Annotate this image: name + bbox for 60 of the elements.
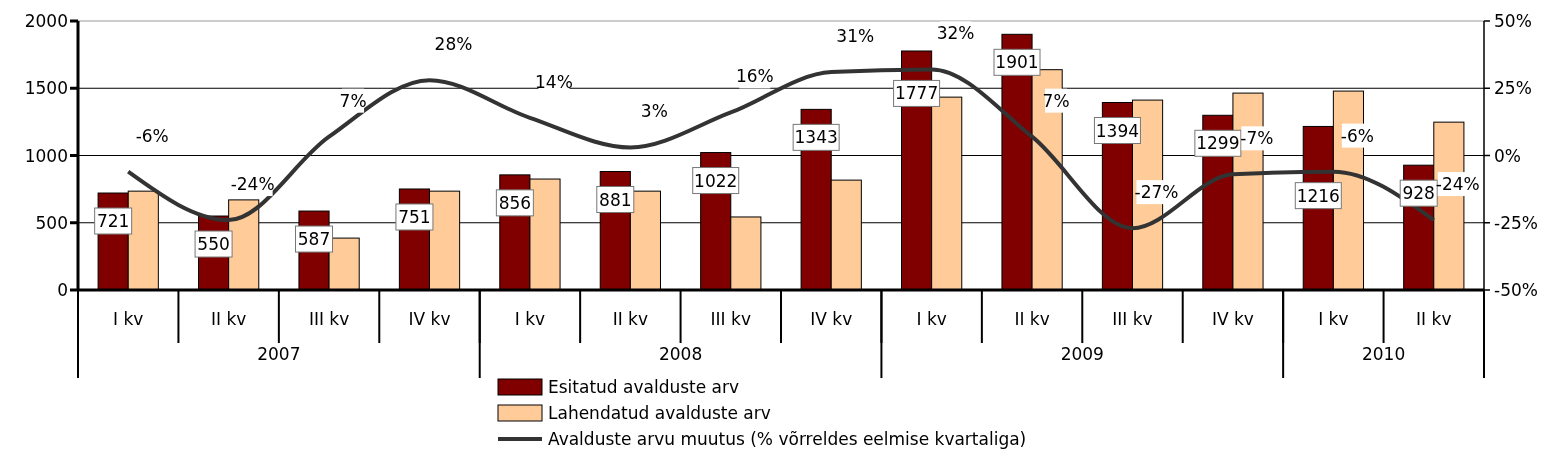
data-label: 32% xyxy=(936,23,975,44)
data-label: -24% xyxy=(230,174,275,195)
x-tick-label: III kv xyxy=(1112,309,1153,329)
legend-label: Lahendatud avalduste arv xyxy=(548,403,771,423)
y-tick-label: 2000 xyxy=(24,11,68,31)
y-tick-label: 1500 xyxy=(24,78,68,99)
legend-label: Avalduste arvu muutus (% võrreldes eelmise kvartaliga) xyxy=(548,429,1027,449)
data-label: 721 xyxy=(96,211,130,232)
y-tick-label: 500 xyxy=(35,212,68,233)
data-label: 1777 xyxy=(894,83,939,104)
data-label: 1343 xyxy=(794,127,838,148)
x-tick-label: I kv xyxy=(916,309,947,329)
y-tick-label: 1000 xyxy=(24,145,68,166)
legend-label: Esitatud avalduste arv xyxy=(548,377,740,397)
x-tick-label: II kv xyxy=(612,309,649,329)
data-label: -6% xyxy=(1340,125,1374,146)
data-label: -6% xyxy=(135,125,169,146)
data-label: 1216 xyxy=(1296,185,1340,206)
x-tick-label: I kv xyxy=(1318,309,1349,329)
y2-tick-label: 25% xyxy=(1494,78,1532,99)
y-tick-label: 0 xyxy=(57,280,68,300)
data-label: 14% xyxy=(535,71,573,92)
text: 2008 xyxy=(658,344,703,364)
data-label: 7% xyxy=(1042,90,1070,111)
data-label: 1299 xyxy=(1196,133,1240,154)
data-label: 856 xyxy=(498,192,532,213)
y2-tick-label: 0% xyxy=(1494,145,1521,166)
data-label: 1901 xyxy=(995,52,1039,73)
data-label: 550 xyxy=(197,234,230,255)
data-label: -24% xyxy=(1435,174,1480,195)
data-label: 928 xyxy=(1402,183,1435,204)
data-label: 3% xyxy=(640,101,668,122)
data-label: 16% xyxy=(735,66,774,87)
y2-tick-label: 50% xyxy=(1494,11,1532,31)
data-label: 751 xyxy=(398,206,431,227)
x-tick-label: IV kv xyxy=(810,309,853,329)
x-tick-label: IV kv xyxy=(408,309,451,329)
data-label: 1022 xyxy=(694,170,738,191)
x-tick-label: II kv xyxy=(210,309,247,329)
data-label: -7% xyxy=(1240,128,1274,149)
data-label: 31% xyxy=(836,26,875,47)
x-tick-label: II kv xyxy=(1014,309,1050,329)
x-tick-label: III kv xyxy=(710,309,751,329)
x-tick-label: IV kv xyxy=(1211,309,1254,329)
text: 2009 xyxy=(1060,344,1104,364)
line-series xyxy=(126,67,1436,231)
y2-tick-label: -25% xyxy=(1494,212,1538,233)
x-tick-label: I kv xyxy=(113,309,144,329)
data-label: 587 xyxy=(297,229,331,250)
x-tick-label: III kv xyxy=(308,309,350,329)
data-label: 7% xyxy=(339,90,367,111)
text: 2007 xyxy=(257,344,301,364)
x-tick-label: I kv xyxy=(514,309,546,329)
text: 2010 xyxy=(1361,344,1406,364)
data-label: 881 xyxy=(599,189,632,210)
data-label: 1394 xyxy=(1095,120,1140,141)
data-label: -27% xyxy=(1134,182,1179,203)
y2-tick-label: -50% xyxy=(1494,280,1538,300)
data-label: 28% xyxy=(434,34,473,55)
x-tick-label: II kv xyxy=(1416,309,1452,329)
